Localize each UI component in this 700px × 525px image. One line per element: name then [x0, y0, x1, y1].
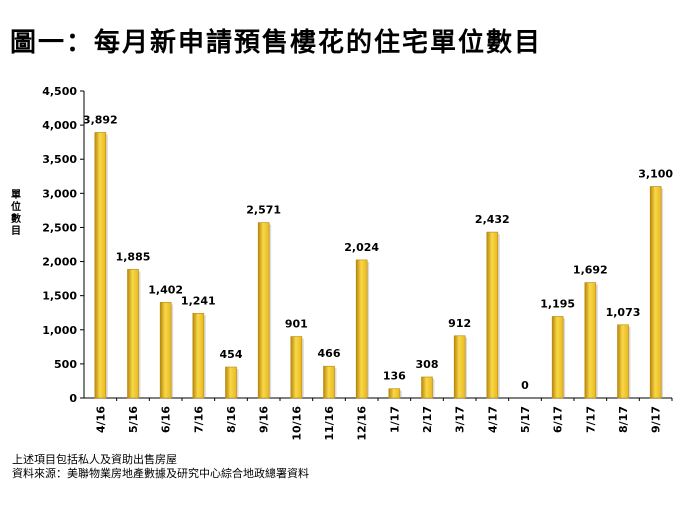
- x-tick-label: 8/17: [617, 406, 630, 433]
- x-tick-label: 12/16: [356, 406, 369, 441]
- bar: [225, 366, 237, 399]
- data-label: 1,692: [573, 264, 608, 277]
- note-scope: 上述項目包括私人及資助出售房屋: [12, 453, 177, 466]
- data-label: 2,571: [246, 204, 281, 217]
- bar: [453, 335, 466, 399]
- bar: [290, 336, 303, 399]
- chart-notes: 上述項目包括私人及資助出售房屋 資料來源：美聯物業房地產數據及研究中心綜合地政總…: [12, 453, 309, 481]
- data-label: 466: [318, 347, 341, 360]
- y-tick-label: 1,500: [42, 290, 77, 303]
- data-label: 3,892: [83, 113, 118, 126]
- data-label: 1,073: [606, 306, 641, 319]
- data-label: 1,195: [540, 297, 575, 310]
- x-tick-label: 8/16: [225, 406, 238, 433]
- x-tick-label: 3/17: [454, 406, 467, 433]
- bar: [388, 388, 401, 399]
- x-tick-label: 6/17: [552, 406, 565, 433]
- data-label: 308: [416, 358, 439, 371]
- y-tick-label: 500: [54, 358, 77, 371]
- y-tick-label: 2,500: [42, 221, 77, 234]
- bar: [94, 132, 107, 399]
- data-label: 0: [521, 379, 529, 392]
- y-tick-label: 4,500: [42, 85, 77, 98]
- y-tick-label: 3,500: [42, 153, 77, 166]
- x-tick-label: 11/16: [323, 406, 336, 441]
- data-label: 454: [220, 348, 243, 361]
- x-tick-label: 10/16: [290, 406, 303, 441]
- chart-title: 圖一：每月新申請預售樓花的住宅單位數目: [10, 28, 543, 58]
- y-tick-label: 3,000: [42, 187, 77, 200]
- data-label: 1,885: [116, 250, 151, 263]
- x-tick-label: 7/17: [584, 406, 597, 433]
- y-tick-label: 4,000: [42, 119, 77, 132]
- x-tick-label: 6/16: [160, 406, 173, 433]
- x-tick-label: 7/16: [192, 406, 205, 433]
- bar: [159, 302, 172, 399]
- bar: [192, 313, 205, 399]
- note-source: 資料來源：美聯物業房地產數據及研究中心綜合地政總署資料: [12, 467, 309, 480]
- data-label: 3,100: [638, 168, 673, 181]
- y-axis-label: 單位數目: [11, 190, 21, 237]
- x-tick-label: 5/17: [519, 406, 532, 433]
- x-tick-label: 5/16: [127, 406, 140, 433]
- data-label: 136: [383, 370, 406, 383]
- x-tick-label: 4/16: [94, 406, 107, 433]
- bar: [617, 324, 629, 399]
- data-label: 912: [448, 317, 471, 330]
- x-tick-label: 9/16: [258, 406, 271, 433]
- x-tick-label: 4/17: [486, 406, 499, 433]
- y-tick-label: 0: [69, 392, 77, 405]
- x-tick-label: 9/17: [650, 406, 663, 433]
- data-label: 2,024: [344, 241, 379, 254]
- x-tick-label: 2/17: [421, 406, 434, 433]
- bar: [257, 222, 270, 399]
- data-label: 2,432: [475, 213, 510, 226]
- y-tick-label: 1,000: [42, 324, 77, 337]
- data-label: 901: [285, 318, 308, 331]
- bar: [355, 259, 368, 399]
- bar: [421, 376, 433, 399]
- bar: [127, 269, 139, 399]
- bar: [486, 231, 499, 399]
- y-tick-label: 2,000: [42, 256, 77, 269]
- bar: [584, 282, 597, 399]
- bar: [551, 316, 564, 399]
- x-tick-label: 1/17: [388, 406, 401, 433]
- bar: [649, 186, 662, 399]
- data-label: 1,402: [148, 283, 183, 296]
- data-label: 1,241: [181, 294, 216, 307]
- bar: [323, 365, 335, 399]
